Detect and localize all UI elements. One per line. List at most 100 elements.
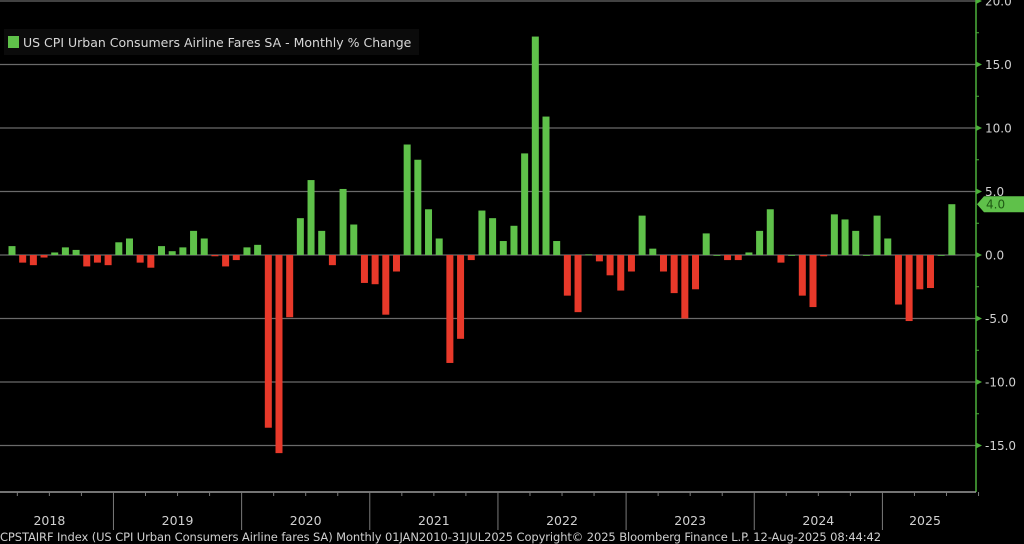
bar	[670, 255, 678, 294]
bar	[136, 255, 144, 263]
bar	[158, 246, 166, 255]
bar	[29, 255, 37, 266]
x-tick-label: 2023	[674, 513, 706, 528]
bar	[83, 255, 91, 267]
x-axis: 2018 2019 2020 2021 2022 2023 2024 2025	[0, 491, 980, 530]
last-value-label: 4.0	[986, 198, 1005, 212]
legend-swatch	[8, 36, 19, 48]
bar	[104, 255, 112, 266]
bar	[489, 218, 497, 255]
bar	[649, 248, 657, 255]
bar	[734, 255, 742, 261]
y-tick-label: 15.0	[985, 58, 1012, 72]
bar	[147, 255, 155, 268]
bars	[8, 36, 956, 454]
bar	[585, 254, 593, 256]
legend: US CPI Urban Consumers Airline Fares SA …	[4, 29, 420, 55]
bar	[243, 247, 251, 255]
x-tick-label: 2018	[33, 513, 65, 528]
bar	[553, 241, 561, 255]
bar	[510, 225, 518, 255]
bar	[873, 215, 881, 255]
bar	[499, 241, 507, 255]
bar	[286, 255, 294, 318]
x-tick-label: 2021	[418, 513, 450, 528]
bar	[179, 247, 187, 255]
x-tick-label: 2019	[162, 513, 194, 528]
bar	[19, 255, 27, 263]
bar	[788, 255, 796, 256]
bar	[542, 116, 550, 255]
y-tick	[976, 379, 982, 385]
x-tick-label: 2020	[290, 513, 322, 528]
bar	[125, 238, 133, 255]
bar	[371, 255, 379, 285]
y-tick-label: -10.0	[985, 376, 1016, 390]
bar	[190, 230, 198, 255]
bar	[756, 230, 764, 255]
bar	[948, 204, 956, 255]
bar	[382, 255, 390, 315]
bar	[937, 255, 945, 256]
bar	[884, 238, 892, 255]
bar	[168, 251, 176, 255]
bar	[681, 255, 689, 319]
bar	[627, 255, 635, 272]
bar	[820, 255, 828, 257]
bar	[222, 255, 230, 267]
bar	[414, 159, 422, 255]
y-tick	[976, 252, 982, 258]
y-tick	[976, 188, 982, 195]
y-tick	[976, 61, 982, 68]
bar	[392, 255, 400, 272]
y-tick	[976, 125, 982, 131]
bar	[435, 238, 443, 255]
bar	[798, 255, 806, 296]
y-tick-label: 20.0	[985, 0, 1012, 9]
bar	[713, 255, 721, 256]
bar	[93, 255, 101, 263]
bar	[8, 246, 16, 255]
bar	[318, 230, 326, 255]
y-tick-label: 5.0	[985, 185, 1004, 199]
bar	[467, 255, 475, 261]
x-tick-label: 2022	[546, 513, 578, 528]
bar	[350, 224, 358, 255]
legend-label: US CPI Urban Consumers Airline Fares SA …	[23, 34, 412, 50]
y-tick-label: -15.0	[985, 439, 1016, 453]
bar	[264, 255, 272, 428]
bar	[521, 153, 529, 255]
last-value-badge	[977, 196, 1024, 213]
bar	[254, 244, 262, 255]
bar	[360, 255, 368, 283]
bar	[574, 255, 582, 313]
bar	[659, 255, 667, 272]
bar	[595, 255, 603, 262]
bar	[232, 255, 240, 261]
y-tick-label: 0.0	[985, 249, 1004, 263]
bar	[457, 255, 465, 339]
bar	[777, 255, 785, 263]
bar	[809, 255, 817, 308]
bar	[446, 255, 454, 363]
y-tick	[976, 0, 982, 4]
bar	[745, 252, 753, 255]
bar	[852, 230, 860, 255]
bar	[894, 255, 902, 305]
bar	[328, 255, 336, 266]
y-tick	[976, 315, 982, 322]
bar	[339, 188, 347, 255]
bar	[916, 255, 924, 290]
bar	[766, 209, 774, 255]
bar	[51, 252, 59, 255]
bar	[296, 218, 304, 255]
bar	[563, 255, 571, 296]
bar	[862, 255, 870, 256]
bar	[606, 255, 614, 276]
bar	[702, 233, 710, 255]
x-tick-label: 2024	[802, 513, 834, 528]
y-tick	[976, 442, 982, 449]
bar	[200, 238, 208, 255]
bar	[425, 209, 433, 255]
